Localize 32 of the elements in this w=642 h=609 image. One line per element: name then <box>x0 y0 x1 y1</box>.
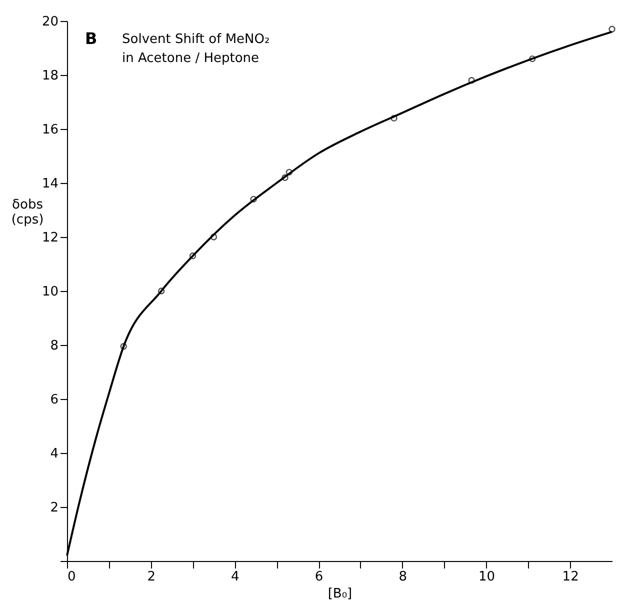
x-axis-title: [B₀] <box>328 586 352 602</box>
point <box>158 288 165 294</box>
point <box>189 252 196 260</box>
x-tick-label: 4 <box>231 570 240 584</box>
y-tick-label: 10 <box>42 284 58 300</box>
y-tick-label: 20 <box>42 14 58 30</box>
point <box>282 174 288 181</box>
text: Solvent Shift of MeNO₂ in Acetone / Heptone <box>122 32 270 66</box>
annotation: B <box>85 29 98 48</box>
point <box>468 77 475 84</box>
y-tick-label: 14 <box>42 176 58 192</box>
y-tick-label: 2 <box>50 500 58 516</box>
x-tick-label: 10 <box>478 570 496 584</box>
y-tick-label: 8 <box>50 338 58 354</box>
point <box>250 196 257 203</box>
point <box>120 343 127 350</box>
x-tick-label: 0 <box>68 570 76 584</box>
point <box>286 168 293 176</box>
point <box>608 26 616 32</box>
y-tick-label: 6 <box>50 392 58 408</box>
x-tick-label: 2 <box>147 570 156 584</box>
y-tick-label: 12 <box>42 230 58 246</box>
x-tick-label: 12 <box>562 570 579 584</box>
x-tick-label: 8 <box>398 570 408 584</box>
y-axis-title: δobs (cps) <box>11 198 44 228</box>
point <box>210 234 218 240</box>
point <box>390 114 398 122</box>
y-tick-label: 18 <box>42 68 58 84</box>
x-tick-label: 6 <box>314 570 324 584</box>
y-tick-label: 16 <box>42 122 58 138</box>
point <box>529 55 536 62</box>
y-tick-label: 4 <box>50 446 58 462</box>
